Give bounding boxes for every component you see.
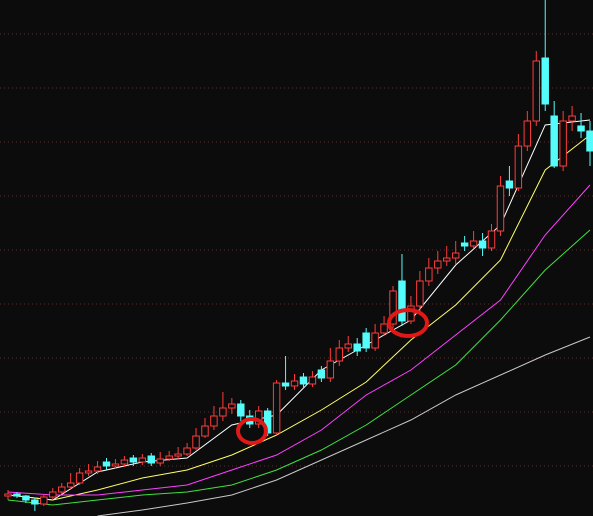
candle-body	[586, 130, 593, 152]
candle-body	[389, 290, 397, 325]
annotations	[236, 308, 429, 445]
candle-body	[49, 491, 57, 498]
candle-body	[308, 376, 317, 385]
candle-body	[290, 380, 299, 387]
candle-body	[111, 463, 120, 467]
candle-body	[174, 453, 182, 457]
candle-body	[4, 493, 12, 497]
candle-body	[120, 459, 129, 465]
candle-body	[210, 415, 218, 427]
ma-line	[7, 134, 591, 501]
candle-body	[514, 145, 523, 189]
candle-body	[138, 457, 147, 463]
candle-body	[335, 347, 344, 362]
candle-body	[299, 376, 308, 385]
candle-body	[478, 240, 487, 249]
candle-body	[102, 461, 111, 467]
candle-body	[66, 482, 75, 488]
candle-body	[353, 343, 361, 352]
candle-body	[460, 242, 469, 247]
highlight-circle	[236, 417, 268, 445]
candle-body	[407, 305, 415, 322]
candle-body	[496, 185, 505, 232]
grid	[0, 33, 593, 467]
candle-body	[550, 115, 558, 167]
highlight-circle	[387, 308, 429, 338]
candle-body	[31, 499, 39, 505]
candle-body	[416, 280, 424, 307]
candle-body	[451, 252, 460, 259]
candle-body	[13, 493, 21, 497]
candle-body	[40, 496, 48, 505]
candle-body	[219, 407, 227, 417]
candle-body	[559, 120, 567, 167]
candle-body	[183, 447, 191, 455]
candle-body	[362, 332, 370, 349]
candle-body	[469, 240, 478, 247]
ma-line	[97, 336, 591, 516]
candle-body	[192, 435, 200, 449]
candle-body	[84, 470, 93, 474]
candle-body	[344, 343, 352, 349]
candles	[4, 0, 593, 511]
candle-body	[75, 472, 84, 484]
candle-body	[398, 280, 406, 322]
candle-body	[201, 425, 209, 437]
candle-body	[541, 57, 549, 105]
candle-body	[487, 230, 496, 249]
candle-body	[568, 115, 576, 122]
candle-body	[505, 180, 514, 189]
candle-body	[434, 260, 442, 269]
candle-body	[371, 332, 379, 349]
candle-body	[281, 382, 290, 387]
candle-body	[165, 455, 173, 460]
ma-line	[7, 184, 591, 496]
candle-body	[577, 125, 585, 132]
candle-body	[22, 495, 30, 501]
candle-body	[443, 257, 451, 262]
ma-line	[7, 229, 591, 506]
candle-body	[237, 403, 245, 417]
candle-body	[523, 120, 532, 147]
candle-body	[532, 60, 541, 122]
candle-body	[228, 403, 236, 409]
candle-body	[317, 369, 326, 379]
candle-body	[129, 457, 138, 463]
candle-body	[272, 382, 281, 434]
candle-body	[93, 466, 102, 472]
candle-body	[147, 455, 155, 464]
candle-body	[57, 486, 66, 493]
candle-body	[326, 360, 335, 379]
candle-body	[380, 323, 388, 334]
candle-body	[425, 267, 433, 282]
candle-body	[156, 458, 164, 464]
